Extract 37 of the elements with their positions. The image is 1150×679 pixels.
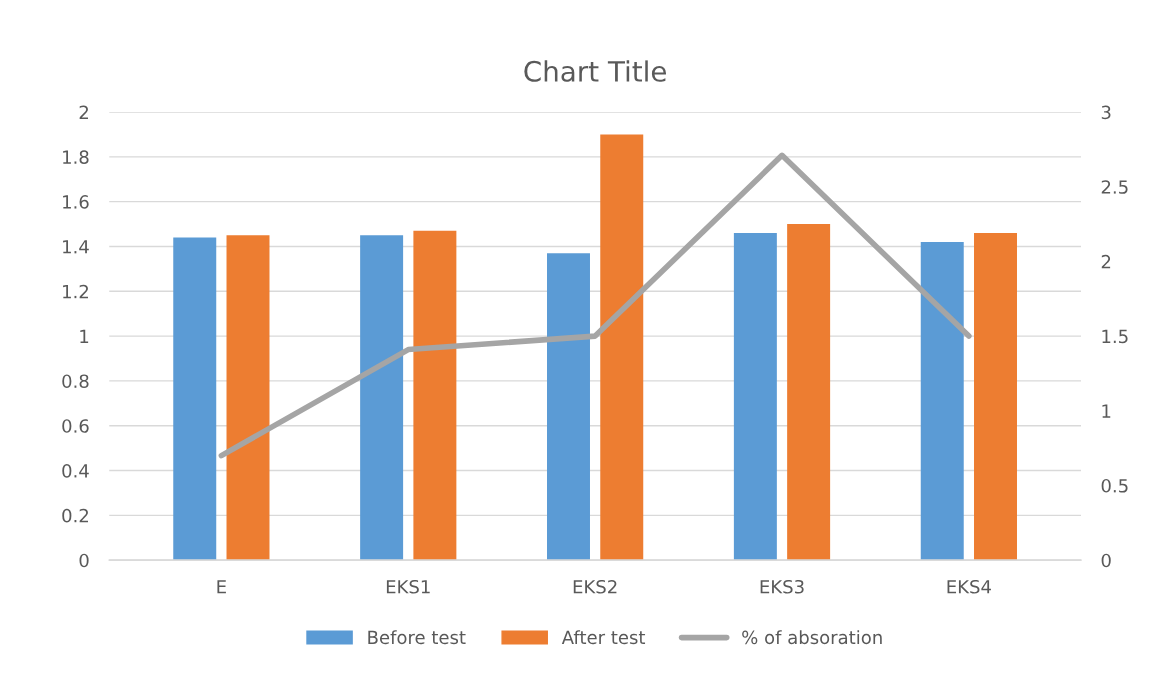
y2-tick-label: 3 (1101, 105, 1111, 120)
bar (974, 233, 1017, 561)
y-tick-label: 1.8 (63, 150, 89, 164)
y2-tick-label: 1.5 (1102, 329, 1128, 344)
y-tick-label: 1.2 (63, 284, 88, 299)
y-tick-label: 0.4 (62, 464, 89, 478)
x-tick-label: EKS1 (386, 579, 430, 594)
y2-tick-label: 0.5 (1101, 478, 1128, 493)
x-tick-label: EKS4 (947, 579, 991, 594)
bar (360, 235, 404, 561)
bar (173, 237, 217, 561)
bar (413, 230, 457, 561)
y-tick-label: 2 (79, 105, 88, 119)
bar (920, 242, 964, 561)
legend-label: Before test (368, 630, 466, 645)
y-tick-label: 0.8 (62, 374, 89, 389)
bar (733, 233, 777, 561)
y-tick-label: 1.6 (63, 195, 89, 209)
x-tick-label: EKS3 (760, 579, 804, 594)
y2-tick-label: 1 (1102, 404, 1111, 418)
x-tick-label: EKS2 (573, 579, 617, 594)
bar (787, 224, 831, 561)
y-tick-label: 0 (79, 553, 89, 568)
chart-title: Chart Title (524, 60, 666, 82)
y-tick-label: 0.2 (62, 508, 88, 523)
x-tick-label: E (217, 580, 226, 594)
legend-label: After test (561, 630, 646, 645)
y-tick-label: 0.6 (62, 419, 89, 433)
y-tick-label: 1.4 (63, 240, 89, 254)
y2-tick-label: 2 (1101, 254, 1111, 269)
legend-label: % of absoration (742, 630, 882, 645)
bar (600, 134, 644, 561)
bar (547, 253, 590, 561)
y2-tick-label: 0 (1101, 553, 1111, 568)
y-tick-label: 1 (80, 329, 89, 343)
y2-tick-label: 2.5 (1101, 180, 1128, 194)
bar (226, 235, 270, 561)
